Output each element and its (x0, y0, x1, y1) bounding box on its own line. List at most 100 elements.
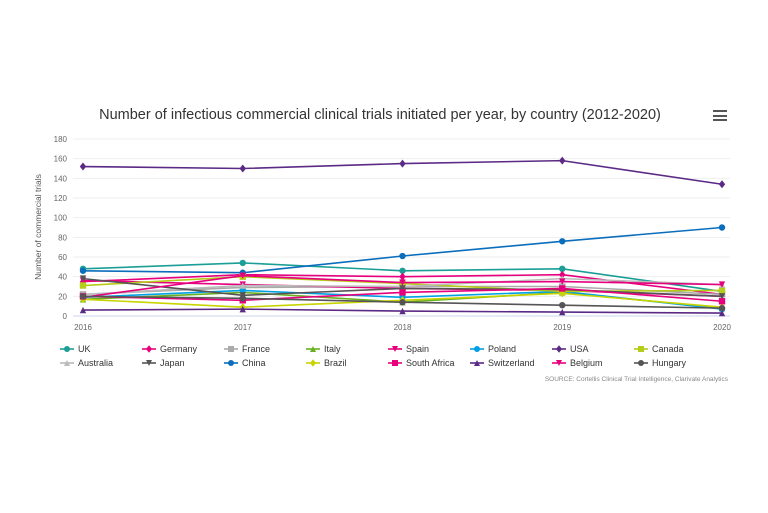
data-point[interactable] (718, 304, 726, 312)
legend-marker-icon (224, 360, 238, 366)
data-point[interactable] (559, 285, 566, 292)
y-tick-label: 40 (58, 273, 67, 282)
y-tick-label: 80 (58, 233, 67, 242)
legend-marker-icon (634, 360, 648, 366)
data-point[interactable] (239, 164, 246, 173)
y-tick-label: 140 (54, 174, 68, 183)
hamburger-menu-icon[interactable] (713, 110, 727, 124)
legend-marker-icon (60, 346, 74, 352)
legend-marker-icon (60, 360, 74, 366)
legend-label: France (242, 344, 271, 354)
data-point[interactable] (399, 267, 406, 274)
legend-marker-icon (142, 345, 156, 353)
x-tick-label: 2016 (74, 323, 92, 332)
data-point[interactable] (559, 238, 566, 245)
data-point[interactable] (559, 301, 566, 309)
data-point[interactable] (239, 295, 246, 302)
legend-item[interactable]: China (224, 358, 266, 368)
legend-item[interactable]: Belgium (552, 358, 603, 368)
legend-item[interactable]: UK (60, 344, 91, 354)
data-point[interactable] (399, 279, 406, 286)
legend-marker-icon (388, 360, 402, 366)
data-point[interactable] (399, 299, 406, 306)
data-point[interactable] (559, 270, 566, 279)
legend-item[interactable]: Germany (142, 344, 197, 354)
y-tick-label: 20 (58, 292, 67, 301)
legend-label: Hungary (652, 358, 687, 368)
legend-item[interactable]: Brazil (306, 358, 347, 368)
data-point[interactable] (559, 156, 566, 165)
legend-item[interactable]: Hungary (634, 358, 686, 368)
data-point[interactable] (79, 275, 87, 282)
data-point[interactable] (79, 293, 87, 300)
data-point[interactable] (239, 305, 246, 313)
legend-label: South Africa (406, 358, 455, 368)
data-point[interactable] (399, 285, 406, 292)
data-point[interactable] (718, 281, 726, 288)
legend-marker-icon (552, 360, 566, 366)
legend-marker-icon (470, 360, 484, 366)
legend-item[interactable]: Japan (142, 358, 185, 368)
y-tick-label: 160 (54, 155, 68, 164)
legend-item[interactable]: Switzerland (470, 358, 535, 368)
data-point[interactable] (79, 306, 87, 314)
legend-marker-icon (388, 346, 402, 352)
data-point[interactable] (399, 252, 406, 260)
series-switzerland[interactable] (79, 305, 726, 317)
series-usa[interactable] (79, 156, 726, 189)
x-tick-label: 2018 (394, 323, 412, 332)
data-point[interactable] (399, 159, 406, 168)
legend-label: Brazil (324, 358, 347, 368)
legend-label: UK (78, 344, 91, 354)
data-point[interactable] (239, 259, 246, 267)
data-point[interactable] (79, 267, 87, 274)
data-point[interactable] (239, 282, 246, 289)
legend-marker-icon (552, 345, 566, 353)
data-point[interactable] (718, 180, 726, 189)
data-point[interactable] (79, 282, 87, 289)
legend-item[interactable]: Canada (634, 344, 684, 354)
series-hungary[interactable] (79, 293, 726, 312)
legend-label: China (242, 358, 266, 368)
y-tick-label: 60 (58, 253, 67, 262)
legend-marker-icon (634, 346, 648, 352)
legend-item[interactable]: South Africa (388, 358, 455, 368)
legend-label: Canada (652, 344, 684, 354)
legend-label: Belgium (570, 358, 603, 368)
data-point[interactable] (718, 293, 726, 300)
data-point[interactable] (239, 287, 246, 294)
y-tick-label: 120 (54, 194, 68, 203)
legend-item[interactable]: USA (552, 344, 589, 354)
data-point[interactable] (718, 224, 726, 231)
y-tick-label: 0 (63, 312, 68, 321)
data-point[interactable] (399, 289, 406, 296)
x-tick-label: 2017 (234, 323, 252, 332)
data-point[interactable] (559, 278, 566, 285)
data-point[interactable] (718, 309, 726, 317)
legend-item[interactable]: Spain (388, 344, 429, 354)
data-point[interactable] (79, 162, 87, 171)
legend-label: Spain (406, 344, 430, 354)
data-point[interactable] (399, 272, 406, 281)
data-point[interactable] (559, 308, 566, 316)
data-point[interactable] (718, 298, 726, 305)
legend-marker-icon (306, 359, 320, 367)
legend-label: Germany (160, 344, 198, 354)
data-point[interactable] (718, 287, 726, 294)
legend-marker-icon (306, 346, 320, 352)
legend-item[interactable]: Italy (306, 344, 341, 354)
legend-item[interactable]: Australia (60, 358, 113, 368)
legend-label: Italy (324, 344, 341, 354)
chart-title: Number of infectious commercial clinical… (99, 107, 661, 123)
x-tick-label: 2019 (553, 323, 571, 332)
legend-label: Australia (78, 358, 114, 368)
x-tick-label: 2020 (713, 323, 731, 332)
legend-item[interactable]: Poland (470, 344, 516, 354)
legend-item[interactable]: France (224, 344, 270, 354)
legend-label: Switzerland (488, 358, 535, 368)
data-point[interactable] (399, 307, 406, 315)
data-point[interactable] (239, 272, 246, 279)
data-point[interactable] (559, 265, 566, 272)
